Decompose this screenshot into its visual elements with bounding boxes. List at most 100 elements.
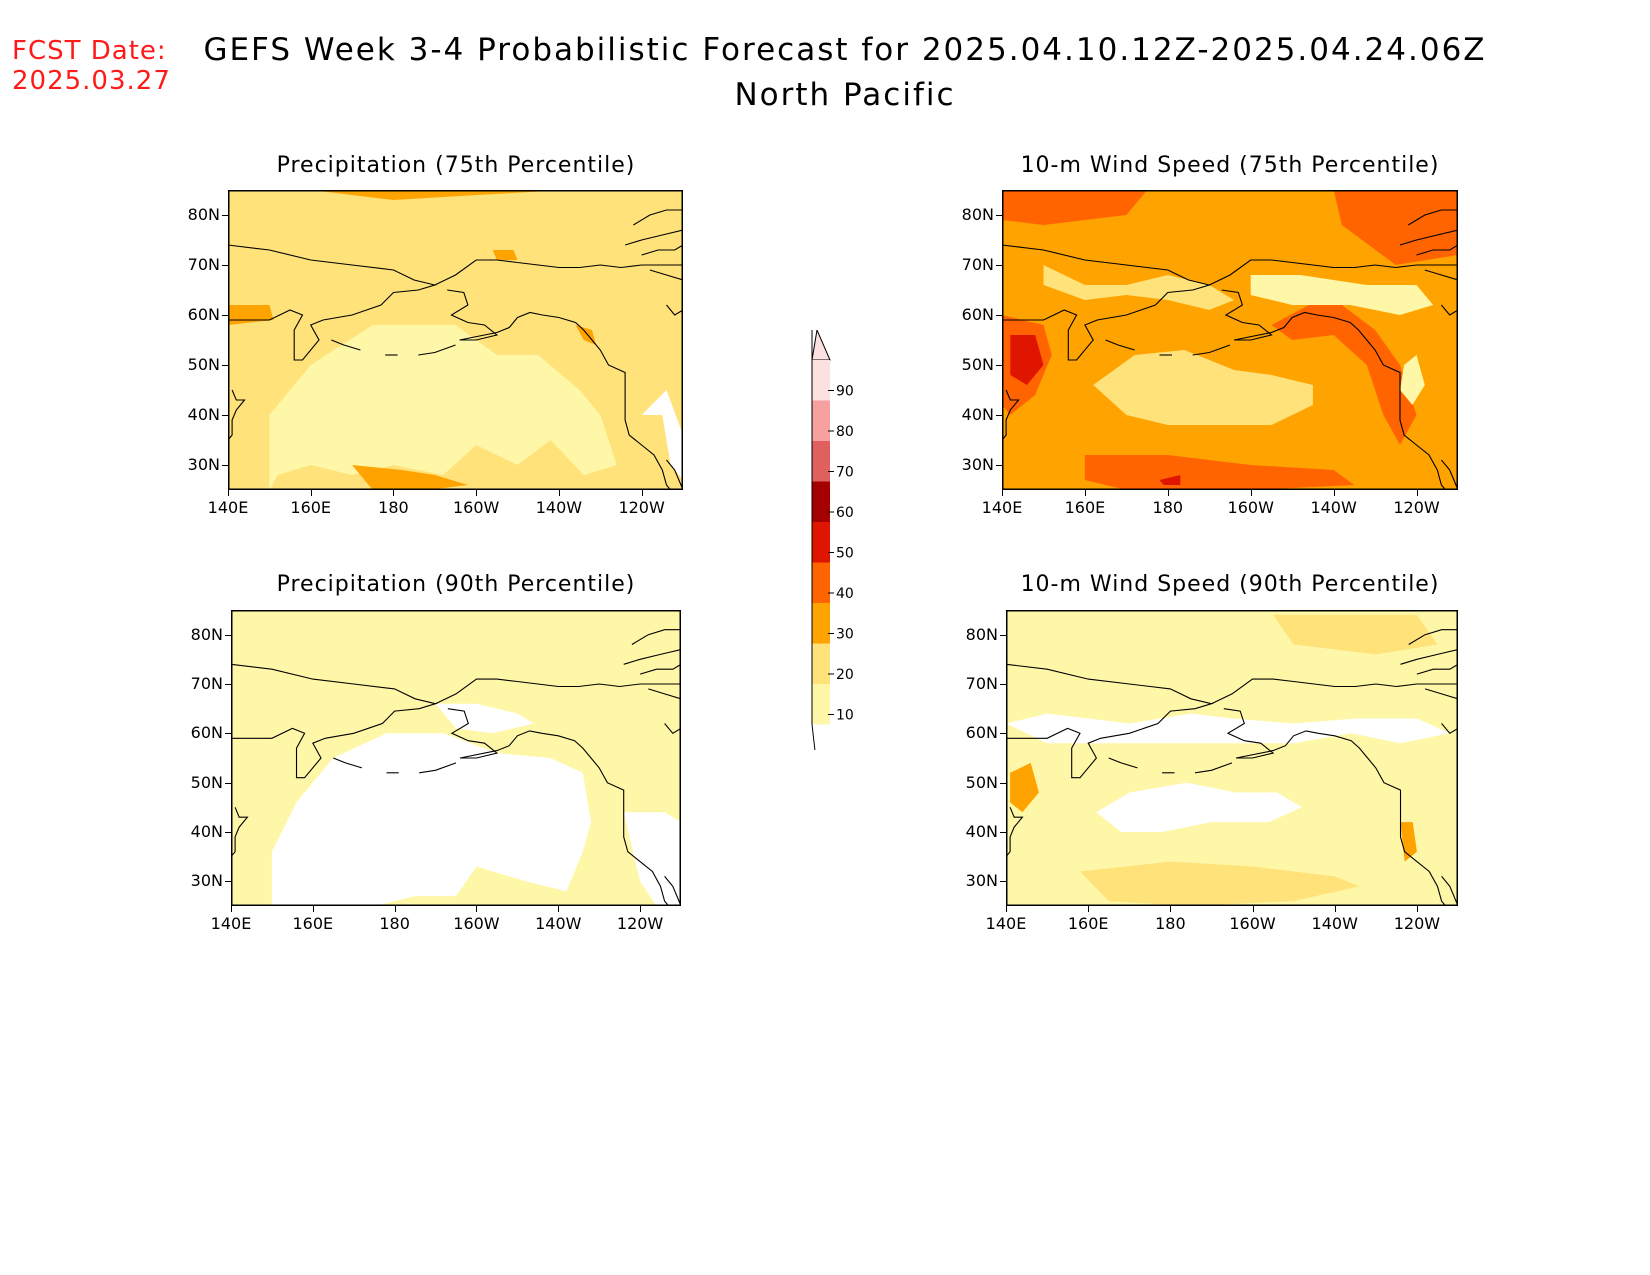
lon-tick-mark xyxy=(1416,490,1418,496)
lat-tick-label: 70N xyxy=(961,255,994,274)
coastline-8 xyxy=(1408,209,1458,226)
coastline-3 xyxy=(1441,876,1458,906)
coastline-0 xyxy=(228,244,437,361)
coastline-11 xyxy=(664,723,681,735)
colorbar-label: 20 xyxy=(836,667,854,683)
colorbar-swatch-80-90 xyxy=(812,400,830,441)
coastline-1 xyxy=(435,678,681,705)
lat-tick-mark xyxy=(225,733,231,735)
lon-tick-label: 140W xyxy=(1311,914,1358,933)
lon-tick-mark xyxy=(640,906,642,912)
lon-tick-label: 180 xyxy=(1155,914,1186,933)
lat-tick-mark xyxy=(1000,634,1006,636)
panel-title-precip90: Precipitation (90th Percentile) xyxy=(276,572,636,597)
lon-tick-label: 140W xyxy=(535,914,582,933)
lat-tick-mark xyxy=(996,215,1002,216)
lon-tick-mark xyxy=(558,906,560,912)
colorbar-label: 30 xyxy=(836,627,854,643)
lon-tick-mark xyxy=(641,490,643,496)
lat-tick-label: 50N xyxy=(187,355,220,374)
lat-tick-label: 70N xyxy=(965,674,998,693)
lon-tick-mark xyxy=(228,490,229,496)
lon-tick-mark xyxy=(1002,490,1003,496)
lon-tick-label: 140E xyxy=(210,914,252,933)
lon-tick-mark xyxy=(476,906,478,912)
lon-tick-mark xyxy=(1334,906,1336,912)
panel-title-precip75: Precipitation (75th Percentile) xyxy=(276,153,636,178)
lon-tick-label: 160E xyxy=(290,498,332,517)
coastline-8 xyxy=(631,629,681,645)
colorbar-label: 40 xyxy=(836,586,854,602)
lat-tick-mark xyxy=(222,415,228,416)
lat-tick-mark xyxy=(222,265,228,266)
lat-tick-mark xyxy=(225,832,231,833)
lat-tick-mark xyxy=(996,465,1002,466)
lon-tick-mark xyxy=(231,906,232,912)
coastline-10 xyxy=(649,269,683,281)
coastline-10 xyxy=(1424,688,1458,700)
lon-tick-mark xyxy=(394,906,396,912)
lon-tick-mark xyxy=(310,490,312,496)
coastline-3 xyxy=(666,459,683,490)
lon-tick-mark xyxy=(1252,906,1254,912)
coastline-2 xyxy=(1221,289,1447,490)
coastline-7 xyxy=(419,762,457,774)
map-wind90 xyxy=(1006,610,1458,906)
colorbar-swatch-60-70 xyxy=(812,481,830,522)
lon-tick-label: 160E xyxy=(1067,914,1109,933)
colorbar: 90 80 70 60 50 40 30 20 10 xyxy=(811,330,854,750)
panel-title-wind90: 10-m Wind Speed (90th Percentile) xyxy=(1020,572,1440,597)
lon-tick-label: 140E xyxy=(985,914,1027,933)
lat-tick-label: 70N xyxy=(187,255,220,274)
lat-tick-mark xyxy=(222,465,228,466)
lat-tick-label: 60N xyxy=(187,305,220,324)
colorbar-swatch-50-60 xyxy=(812,522,830,563)
coastline-4 xyxy=(228,389,246,441)
lat-tick-mark xyxy=(225,634,231,636)
coastline-9 xyxy=(1400,648,1458,665)
page-subtitle: North Pacific xyxy=(734,77,956,113)
lon-tick-label: 140W xyxy=(1310,498,1357,517)
colorbar-swatch-30-40 xyxy=(812,603,830,644)
lon-tick-label: 120W xyxy=(1393,498,1440,517)
lat-tick-mark xyxy=(996,265,1002,266)
lon-tick-mark xyxy=(1170,906,1172,912)
coastline-11 xyxy=(1440,304,1458,316)
coastline-7 xyxy=(418,344,456,356)
lon-tick-mark xyxy=(1250,490,1252,496)
forecast-date-block: FCST Date: 2025.03.27 xyxy=(12,36,171,96)
lat-tick-label: 50N xyxy=(961,355,994,374)
map-precip75 xyxy=(228,190,683,490)
coastline-0 xyxy=(1002,244,1212,361)
lat-tick-label: 80N xyxy=(187,205,220,224)
coastline-4 xyxy=(1002,389,1020,441)
lon-tick-label: 160W xyxy=(452,498,500,517)
forecast-date-value: 2025.03.27 xyxy=(12,66,171,96)
coastline-5 xyxy=(1108,757,1138,769)
lat-tick-mark xyxy=(1000,684,1006,685)
lon-tick-mark xyxy=(1006,906,1007,912)
coastline-12 xyxy=(639,663,681,675)
coastline-9 xyxy=(1399,229,1458,246)
coastline-0 xyxy=(1006,663,1214,779)
coastline-11 xyxy=(1441,723,1458,735)
coastline-5 xyxy=(333,757,363,769)
coastline-12 xyxy=(641,244,683,256)
lat-tick-mark xyxy=(1000,881,1006,883)
lon-tick-label: 140W xyxy=(535,498,583,517)
coastline-12 xyxy=(1416,663,1458,675)
lon-tick-label: 120W xyxy=(616,914,664,933)
coastline-11 xyxy=(666,304,683,316)
lat-tick-mark xyxy=(996,415,1002,416)
lon-tick-mark xyxy=(1084,490,1086,496)
coastline-7 xyxy=(1194,762,1233,774)
lon-tick-mark xyxy=(1416,906,1418,912)
coastline-7 xyxy=(1192,344,1231,356)
lon-tick-label: 140E xyxy=(207,498,249,517)
lat-tick-mark xyxy=(996,315,1002,316)
lon-tick-label: 160W xyxy=(1229,914,1276,933)
lat-tick-mark xyxy=(1000,782,1006,784)
coastline-2 xyxy=(447,289,672,490)
lon-tick-label: 120W xyxy=(1393,914,1441,933)
lat-tick-mark xyxy=(222,365,228,366)
